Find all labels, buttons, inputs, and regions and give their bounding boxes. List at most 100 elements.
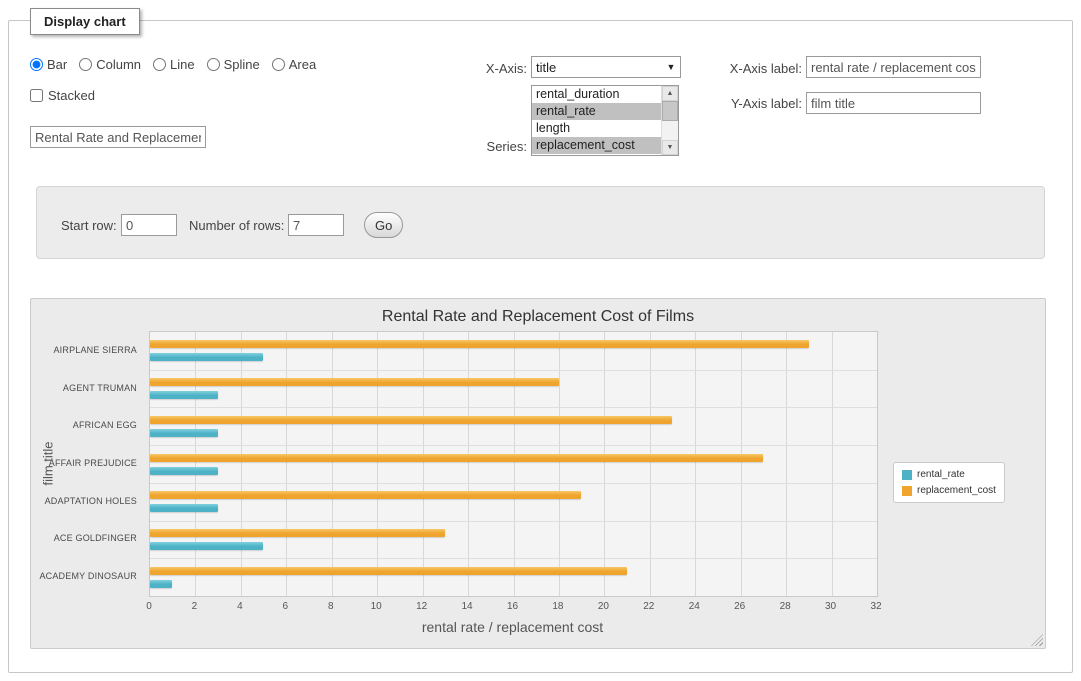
series-options: rental_duration rental_rate length repla… xyxy=(532,86,661,155)
x-tick-label: 8 xyxy=(328,601,334,612)
category-label: AFRICAN EGG xyxy=(31,406,143,444)
bar-rental_rate xyxy=(150,504,218,512)
series-option[interactable]: replacement_cost xyxy=(532,137,661,154)
category-label: AIRPLANE SIERRA xyxy=(31,331,143,369)
x-tick-label: 0 xyxy=(146,601,152,612)
x-axis-label-input[interactable] xyxy=(806,56,981,78)
chart-legend: rental_rate replacement_cost xyxy=(893,462,1005,503)
display-chart-page: Display chart Bar Column Line Spline Are… xyxy=(0,0,1081,681)
scroll-up-icon[interactable]: ▲ xyxy=(662,86,678,101)
y-axis-label-input[interactable] xyxy=(806,92,981,114)
x-tick-label: 2 xyxy=(192,601,198,612)
chart-type-area-radio[interactable] xyxy=(272,58,285,71)
x-tick-label: 30 xyxy=(825,601,836,612)
number-of-rows-label: Number of rows: xyxy=(189,218,284,233)
category-label: ACADEMY DINOSAUR xyxy=(31,557,143,595)
category-label: ACE GOLDFINGER xyxy=(31,520,143,558)
stacked-label: Stacked xyxy=(48,88,95,103)
chart-type-bar[interactable]: Bar xyxy=(30,57,67,72)
bar-group xyxy=(150,407,877,445)
series-listbox[interactable]: rental_duration rental_rate length repla… xyxy=(531,85,679,156)
chart-type-spline-label: Spline xyxy=(224,57,260,72)
series-scrollbar[interactable]: ▲ ▼ xyxy=(661,86,678,155)
legend-swatch-icon xyxy=(902,470,912,480)
x-tick-label: 12 xyxy=(416,601,427,612)
number-of-rows-input[interactable] xyxy=(288,214,344,236)
bar-rental_rate xyxy=(150,353,263,361)
series-label: Series: xyxy=(437,139,527,154)
chart-type-radio-group: Bar Column Line Spline Area xyxy=(30,57,316,72)
go-button[interactable]: Go xyxy=(364,212,403,238)
x-tick-label: 10 xyxy=(371,601,382,612)
bar-rental_rate xyxy=(150,429,218,437)
x-axis-title: rental rate / replacement cost xyxy=(149,619,876,635)
x-tick-label: 4 xyxy=(237,601,243,612)
chart-type-column-label: Column xyxy=(96,57,141,72)
bar-group xyxy=(150,332,877,370)
bar-replacement_cost xyxy=(150,491,581,499)
chart-type-area[interactable]: Area xyxy=(272,57,316,72)
chart-type-column-radio[interactable] xyxy=(79,58,92,71)
x-tick-label: 20 xyxy=(598,601,609,612)
legend-item[interactable]: rental_rate xyxy=(902,469,996,480)
series-option[interactable]: rental_duration xyxy=(532,86,661,103)
bar-rental_rate xyxy=(150,391,218,399)
bar-replacement_cost xyxy=(150,529,445,537)
x-tick-label: 18 xyxy=(552,601,563,612)
chart-type-line-label: Line xyxy=(170,57,195,72)
bar-replacement_cost xyxy=(150,567,627,575)
x-tick-label: 16 xyxy=(507,601,518,612)
scroll-down-icon[interactable]: ▼ xyxy=(662,140,678,155)
bar-replacement_cost xyxy=(150,340,809,348)
legend-item[interactable]: replacement_cost xyxy=(902,485,996,496)
series-option[interactable]: rental_rate xyxy=(532,103,661,120)
legend-label: replacement_cost xyxy=(917,485,996,496)
chart-title: Rental Rate and Replacement Cost of Film… xyxy=(31,308,1045,326)
bar-group xyxy=(150,483,877,521)
legend-swatch-icon xyxy=(902,486,912,496)
chart-type-area-label: Area xyxy=(289,57,316,72)
x-axis-select[interactable]: title ▼ xyxy=(531,56,681,78)
series-option[interactable]: length xyxy=(532,120,661,137)
chart-type-line[interactable]: Line xyxy=(153,57,195,72)
x-tick-label: 28 xyxy=(780,601,791,612)
x-tick-label: 24 xyxy=(689,601,700,612)
x-axis-select-label: X-Axis: xyxy=(437,61,527,76)
bar-rental_rate xyxy=(150,580,172,588)
bar-group xyxy=(150,521,877,559)
chart-type-column[interactable]: Column xyxy=(79,57,141,72)
fieldset-legend: Display chart xyxy=(30,8,140,35)
x-axis-select-value: title xyxy=(532,60,662,75)
category-label: AGENT TRUMAN xyxy=(31,369,143,407)
start-row-label: Start row: xyxy=(61,218,117,233)
x-tick-label: 6 xyxy=(283,601,289,612)
bar-series-area xyxy=(150,332,877,596)
x-axis-label-label: X-Axis label: xyxy=(712,61,802,76)
row-controls-panel: Start row: Number of rows: Go xyxy=(36,186,1045,259)
category-label: ADAPTATION HOLES xyxy=(31,482,143,520)
chart-type-bar-radio[interactable] xyxy=(30,58,43,71)
x-axis-ticks: 02468101214161820222426283032 xyxy=(149,599,876,613)
scrollbar-thumb[interactable] xyxy=(662,101,678,121)
x-tick-label: 32 xyxy=(870,601,881,612)
chart-title-input[interactable] xyxy=(30,126,206,148)
bar-rental_rate xyxy=(150,467,218,475)
x-tick-label: 14 xyxy=(462,601,473,612)
bar-replacement_cost xyxy=(150,378,559,386)
bar-replacement_cost xyxy=(150,454,763,462)
category-label: AFFAIR PREJUDICE xyxy=(31,444,143,482)
bar-rental_rate xyxy=(150,542,263,550)
plot-area xyxy=(149,331,878,597)
stacked-option[interactable]: Stacked xyxy=(30,88,95,103)
start-row-input[interactable] xyxy=(121,214,177,236)
chart-type-bar-label: Bar xyxy=(47,57,67,72)
stacked-checkbox[interactable] xyxy=(30,89,43,102)
chart-type-spline-radio[interactable] xyxy=(207,58,220,71)
legend-label: rental_rate xyxy=(917,469,965,480)
resize-handle-icon[interactable] xyxy=(1031,634,1043,646)
chart-type-spline[interactable]: Spline xyxy=(207,57,260,72)
category-axis: AIRPLANE SIERRAAGENT TRUMANAFRICAN EGGAF… xyxy=(31,331,143,595)
scrollbar-track[interactable] xyxy=(662,121,678,140)
chart-type-line-radio[interactable] xyxy=(153,58,166,71)
x-tick-label: 22 xyxy=(643,601,654,612)
